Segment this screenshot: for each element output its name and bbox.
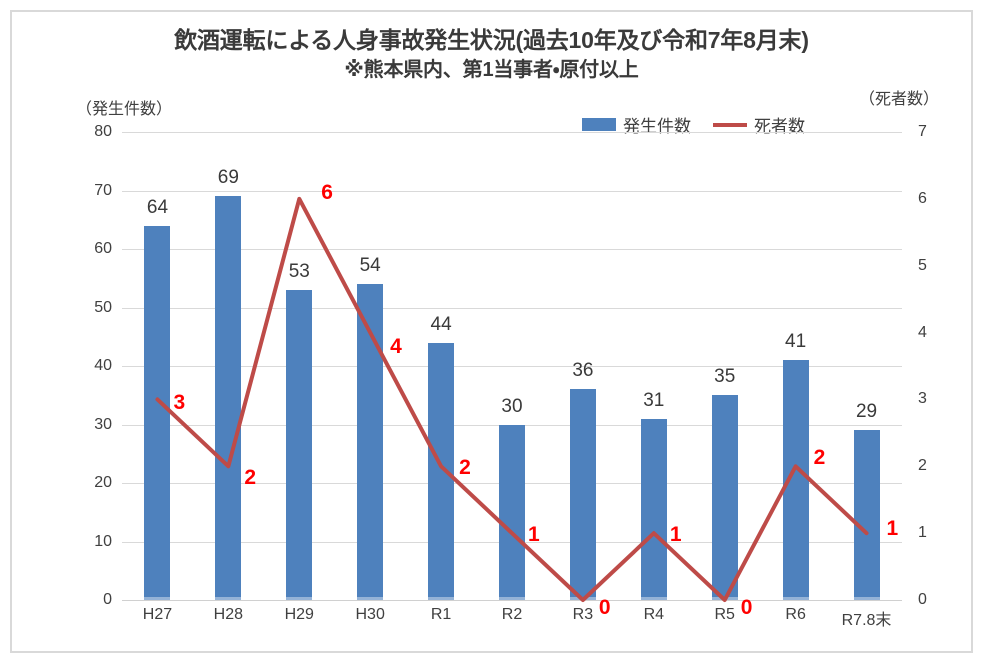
left-axis-tick-label: 50 [94, 298, 112, 316]
bar-data-label: 44 [430, 313, 452, 335]
bar [428, 342, 455, 600]
legend-item-line: 死者数 [713, 112, 805, 137]
left-axis-tick-label: 0 [103, 591, 112, 608]
line-data-label: 6 [321, 180, 333, 204]
line-data-label: 4 [390, 334, 402, 358]
bar-data-label: 41 [785, 331, 807, 353]
right-axis-tick-label: 2 [918, 457, 927, 475]
bar-data-label: 36 [572, 360, 594, 382]
bar-data-label: 35 [714, 366, 736, 388]
left-axis-tick-label: 60 [94, 240, 112, 257]
legend-label-line: 死者数 [754, 117, 805, 136]
right-axis-caption: （死者数） [858, 91, 939, 108]
x-axis-tick-label: R7.8末 [841, 612, 892, 629]
bar [215, 196, 242, 600]
line-data-label: 1 [669, 523, 682, 547]
bar [144, 225, 171, 600]
left-axis-tick-label: 80 [94, 123, 112, 140]
x-axis-tick-label: R3 [572, 606, 594, 623]
line-data-label: 0 [598, 596, 611, 619]
x-axis-tick-label: H29 [284, 606, 314, 623]
legend-line-swatch-icon [713, 122, 747, 127]
death-count-polyline [155, 196, 869, 602]
bar-data-label: 31 [643, 389, 665, 411]
line-data-label: 2 [244, 466, 257, 490]
line-series [155, 196, 869, 602]
bar-data-label: 29 [855, 401, 878, 423]
gridline [122, 249, 902, 250]
bar [286, 289, 313, 600]
x-axis-tick-label: R6 [785, 606, 806, 623]
left-axis-tick-label: 20 [94, 474, 112, 491]
right-axis-tick-label: 4 [918, 323, 927, 341]
x-axis-tick-label: H27 [142, 606, 173, 623]
bar [499, 424, 525, 600]
right-axis-tick-label: 7 [918, 123, 927, 140]
x-axis-tick-label: R5 [714, 606, 735, 623]
bar-data-label: 30 [501, 395, 523, 417]
x-axis-tick-label: H28 [213, 606, 244, 623]
line-data-label: 1 [886, 517, 899, 541]
bar-data-label: 69 [217, 167, 239, 189]
chart-title: 飲酒運転による人身事故発生状況(過去10年及び令和7年8月末) [174, 27, 809, 53]
chart-title-block: 飲酒運転による人身事故発生状況(過去10年及び令和7年8月末) ※熊本県内、第1… [12, 26, 971, 84]
right-axis-tick-label: 3 [918, 390, 927, 408]
bar-data-label: 53 [288, 260, 310, 282]
left-axis-tick-label: 40 [94, 357, 112, 374]
left-axis-tick-label: 70 [94, 181, 112, 199]
x-axis-tick-label: R2 [501, 606, 523, 623]
right-axis-tick-label: 0 [918, 591, 927, 608]
left-axis-caption: （発生件数） [76, 101, 173, 118]
line-data-label: 3 [173, 391, 186, 415]
chart-subtitle: ※熊本県内、第1当事者・原付以上 [344, 59, 639, 82]
chart-container: 飲酒運転による人身事故発生状況(過去10年及び令和7年8月末) ※熊本県内、第1… [10, 10, 973, 653]
bar-data-label: 54 [359, 255, 381, 277]
right-axis-tick-label: 5 [918, 256, 927, 274]
gridline [122, 190, 902, 192]
bar [569, 389, 596, 600]
gridline [122, 307, 902, 309]
bar [853, 430, 880, 600]
left-axis-tick-label: 30 [94, 415, 112, 433]
line-data-label: 1 [528, 523, 540, 547]
chart-legend: 発生件数 死者数 [582, 112, 805, 137]
x-axis-tick-label: H30 [355, 606, 385, 623]
right-axis-tick-label: 6 [918, 189, 927, 207]
gridline [122, 132, 902, 133]
bar [711, 395, 738, 600]
bar [640, 418, 667, 600]
bar-data-label: 64 [146, 196, 169, 218]
gridline [122, 600, 902, 601]
left-axis-tick-label: 10 [94, 532, 112, 550]
x-axis-tick-label: R4 [643, 606, 665, 623]
legend-bar-swatch-icon [582, 118, 616, 131]
right-axis-tick-label: 1 [918, 524, 927, 542]
x-axis-tick-label: R1 [430, 606, 452, 623]
legend-item-bar: 発生件数 [582, 112, 691, 137]
line-data-label: 0 [740, 596, 753, 619]
line-data-label: 2 [813, 446, 826, 470]
line-data-label: 2 [459, 456, 471, 480]
gridline [122, 366, 902, 367]
legend-label-bar: 発生件数 [623, 117, 691, 136]
